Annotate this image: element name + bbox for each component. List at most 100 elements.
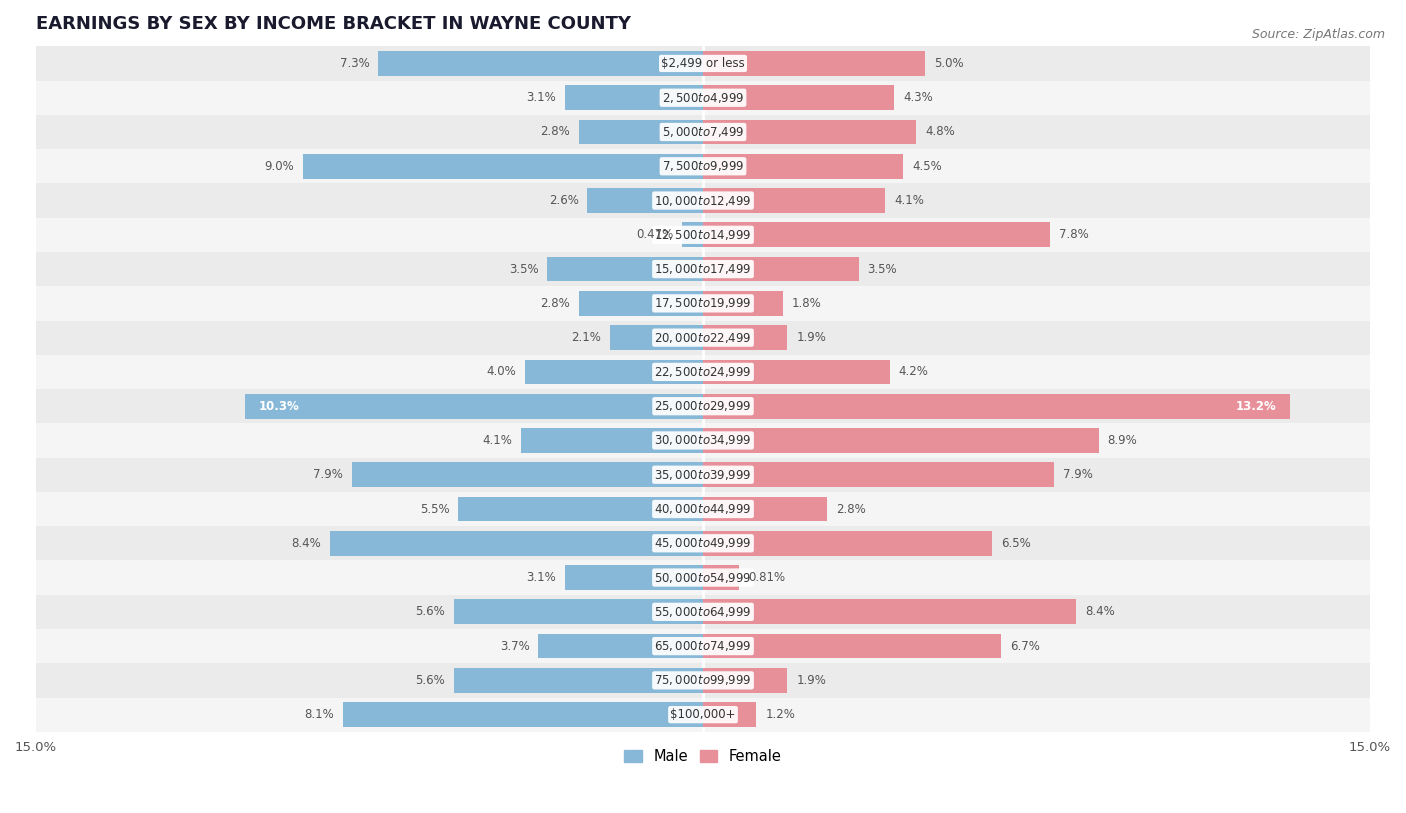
Bar	[458, 497, 703, 521]
Text: 1.9%: 1.9%	[796, 674, 827, 687]
Bar	[352, 463, 703, 487]
Bar	[245, 393, 703, 419]
Text: $22,500 to $24,999: $22,500 to $24,999	[654, 365, 752, 379]
Text: 4.8%: 4.8%	[925, 125, 955, 138]
Bar	[703, 463, 1054, 487]
Text: $25,000 to $29,999: $25,000 to $29,999	[654, 399, 752, 413]
Legend: Male, Female: Male, Female	[619, 743, 787, 769]
Text: 7.9%: 7.9%	[1063, 468, 1092, 481]
Bar	[703, 188, 886, 213]
Bar	[703, 497, 828, 521]
Bar	[703, 702, 756, 727]
Bar	[703, 257, 859, 281]
Bar	[302, 154, 703, 179]
Text: 2.6%: 2.6%	[548, 194, 578, 207]
Bar	[520, 428, 703, 453]
Text: $2,499 or less: $2,499 or less	[661, 57, 745, 70]
Bar	[703, 223, 1050, 247]
Text: 4.1%: 4.1%	[894, 194, 924, 207]
Bar	[610, 325, 703, 350]
Bar	[703, 599, 1077, 624]
Text: 6.7%: 6.7%	[1010, 640, 1039, 653]
Bar	[682, 223, 703, 247]
Bar	[37, 80, 1369, 115]
Text: 2.1%: 2.1%	[571, 331, 600, 344]
Text: 7.8%: 7.8%	[1059, 228, 1088, 241]
Bar	[703, 668, 787, 693]
Bar	[588, 188, 703, 213]
Text: 3.5%: 3.5%	[509, 263, 538, 276]
Bar	[37, 458, 1369, 492]
Bar	[37, 698, 1369, 732]
Text: 4.0%: 4.0%	[486, 365, 516, 378]
Text: 8.4%: 8.4%	[1085, 606, 1115, 619]
Text: 5.6%: 5.6%	[415, 606, 446, 619]
Text: $40,000 to $44,999: $40,000 to $44,999	[654, 502, 752, 516]
Text: 2.8%: 2.8%	[540, 125, 569, 138]
Text: $50,000 to $54,999: $50,000 to $54,999	[654, 571, 752, 585]
Bar	[703, 634, 1001, 659]
Bar	[37, 46, 1369, 80]
Bar	[37, 389, 1369, 424]
Text: $55,000 to $64,999: $55,000 to $64,999	[654, 605, 752, 619]
Bar	[703, 154, 903, 179]
Text: $7,500 to $9,999: $7,500 to $9,999	[662, 159, 744, 173]
Text: 10.3%: 10.3%	[259, 400, 299, 413]
Bar	[565, 85, 703, 110]
Bar	[329, 531, 703, 555]
Text: 8.1%: 8.1%	[304, 708, 335, 721]
Bar	[703, 428, 1098, 453]
Bar	[538, 634, 703, 659]
Text: 7.9%: 7.9%	[314, 468, 343, 481]
Bar	[37, 115, 1369, 149]
Bar	[703, 359, 890, 385]
Text: 0.47%: 0.47%	[636, 228, 673, 241]
Text: $100,000+: $100,000+	[671, 708, 735, 721]
Bar	[37, 252, 1369, 286]
Text: $10,000 to $12,499: $10,000 to $12,499	[654, 193, 752, 207]
Text: Source: ZipAtlas.com: Source: ZipAtlas.com	[1251, 28, 1385, 41]
Text: 4.3%: 4.3%	[903, 91, 932, 104]
Bar	[343, 702, 703, 727]
Bar	[37, 663, 1369, 698]
Bar	[703, 565, 740, 590]
Bar	[526, 359, 703, 385]
Bar	[703, 85, 894, 110]
Text: $30,000 to $34,999: $30,000 to $34,999	[654, 433, 752, 447]
Bar	[703, 51, 925, 76]
Text: $2,500 to $4,999: $2,500 to $4,999	[662, 91, 744, 105]
Text: 3.1%: 3.1%	[526, 571, 557, 584]
Text: $12,500 to $14,999: $12,500 to $14,999	[654, 228, 752, 241]
Bar	[565, 565, 703, 590]
Text: 4.5%: 4.5%	[912, 160, 942, 173]
Bar	[703, 531, 993, 555]
Text: 5.5%: 5.5%	[420, 502, 450, 515]
Text: 2.8%: 2.8%	[540, 297, 569, 310]
Bar	[37, 286, 1369, 320]
Text: 3.7%: 3.7%	[501, 640, 530, 653]
Bar	[454, 599, 703, 624]
Text: 5.0%: 5.0%	[934, 57, 965, 70]
Bar	[37, 492, 1369, 526]
Text: EARNINGS BY SEX BY INCOME BRACKET IN WAYNE COUNTY: EARNINGS BY SEX BY INCOME BRACKET IN WAY…	[37, 15, 631, 33]
Text: $65,000 to $74,999: $65,000 to $74,999	[654, 639, 752, 653]
Text: 1.8%: 1.8%	[792, 297, 821, 310]
Text: 5.6%: 5.6%	[415, 674, 446, 687]
Bar	[37, 594, 1369, 629]
Text: $15,000 to $17,499: $15,000 to $17,499	[654, 262, 752, 276]
Text: $75,000 to $99,999: $75,000 to $99,999	[654, 673, 752, 687]
Bar	[578, 120, 703, 145]
Text: $20,000 to $22,499: $20,000 to $22,499	[654, 331, 752, 345]
Text: $35,000 to $39,999: $35,000 to $39,999	[654, 467, 752, 482]
Bar	[378, 51, 703, 76]
Text: 3.5%: 3.5%	[868, 263, 897, 276]
Bar	[37, 629, 1369, 663]
Text: 4.2%: 4.2%	[898, 365, 928, 378]
Text: $17,500 to $19,999: $17,500 to $19,999	[654, 297, 752, 311]
Text: $5,000 to $7,499: $5,000 to $7,499	[662, 125, 744, 139]
Bar	[37, 354, 1369, 389]
Text: 2.8%: 2.8%	[837, 502, 866, 515]
Bar	[547, 257, 703, 281]
Bar	[703, 120, 917, 145]
Bar	[37, 424, 1369, 458]
